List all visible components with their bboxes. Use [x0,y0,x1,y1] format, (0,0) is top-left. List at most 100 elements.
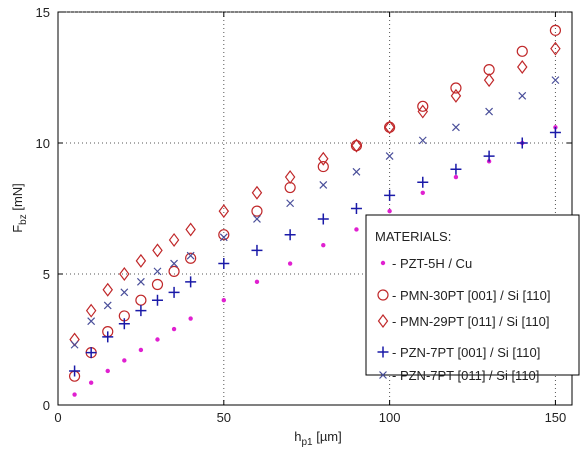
data-point-circle [251,205,263,217]
axis-ticks: 0 50 100 150 0 5 10 15 [36,5,572,425]
legend-marker-plus [377,346,389,358]
data-point-dot [254,279,260,285]
data-point-dot [155,337,160,342]
x-axis-label: hp1 [µm] [294,429,342,448]
data-point-diamond [450,88,462,103]
data-point-cross [518,91,527,100]
data-point-plus [450,163,462,175]
data-point-plus [317,213,329,225]
data-point-dot [420,190,425,195]
data-point-plus [516,137,528,149]
data-point-diamond [218,204,230,219]
legend-label: - PMN-30PT [001] / Si [110] [392,288,550,303]
legend-title: MATERIALS: [375,229,451,244]
x-axis-label-unit: [µm] [313,429,342,444]
data-point-circle [450,82,462,94]
data-point-diamond [102,282,113,297]
data-point-diamond [152,243,163,258]
data-point-diamond [550,41,561,56]
data-point-diamond [384,120,395,135]
data-point-diamond [85,303,97,318]
data-point-diamond [135,253,147,268]
data-point-plus [102,331,114,343]
data-point-diamond [119,267,130,281]
legend-label: - PZN-7PT [011] / Si [110] [392,368,539,383]
data-point-dot [221,298,227,303]
data-point-plus [69,365,81,377]
data-point-diamond [483,73,495,88]
data-point-circle [516,45,528,57]
data-point-circle [151,278,164,291]
legend-label: - PZN-7PT [001] / Si [110] [392,345,540,360]
data-point-plus [135,305,147,317]
data-point-dot [287,261,293,266]
legend-marker-circle [377,289,389,301]
data-point-cross [485,107,494,116]
data-point-dot [387,208,392,214]
data-point-dot [321,242,326,248]
data-point-plus [483,150,495,162]
data-point-cross [253,215,261,223]
x-tick-label: 0 [54,410,61,425]
data-point-plus [350,203,362,214]
y-tick-label: 10 [36,136,50,151]
legend: MATERIALS: - PZT-5H / Cu - PMN-30PT [001… [365,214,580,383]
data-point-cross [70,340,79,349]
x-tick-label: 150 [545,410,567,425]
data-point-cross [551,76,560,85]
data-point-cross [87,317,96,326]
legend-marker-cross [379,371,387,379]
legend-marker-diamond [377,314,389,328]
data-point-plus [168,286,180,298]
y-tick-label: 15 [36,5,50,20]
data-point-circle [417,100,429,112]
y-axis-label-unit: [mN] [10,183,25,214]
data-point-circle [218,229,230,241]
data-point-cross [103,301,112,310]
data-point-dot [122,358,127,363]
data-point-cross [219,233,228,242]
data-point-plus [185,276,197,288]
data-point-cross [418,136,427,145]
data-point-cross [186,251,195,260]
x-axis-label-main: h [294,429,301,444]
data-point-plus [384,189,396,201]
data-point-diamond [318,151,329,166]
x-tick-label: 100 [379,410,401,425]
data-point-cross [385,152,394,161]
data-point-diamond [284,170,296,185]
y-tick-label: 5 [43,267,50,282]
data-point-dot [72,392,77,397]
y-axis-label: Fbz [mN] [10,183,29,233]
data-point-plus [118,318,130,330]
data-point-diamond [168,232,180,247]
data-point-plus [417,176,429,188]
x-axis-label-subscript: p1 [301,437,313,448]
data-point-dot [138,347,144,353]
y-axis-label-main: F [10,225,25,233]
data-point-circle [185,252,197,264]
y-axis-label-subscript: bz [18,214,29,225]
legend-box [365,214,580,376]
series-dot [72,125,558,397]
data-point-cross [136,277,145,286]
data-point-cross [452,123,460,132]
data-point-diamond [185,222,196,237]
data-point-cross [153,267,162,276]
data-point-cross [319,180,328,189]
data-point-diamond [351,138,362,153]
data-point-diamond [251,185,263,200]
data-point-dot [453,174,459,180]
data-point-cross [352,167,361,176]
data-point-diamond [517,60,528,75]
data-point-plus [549,127,561,139]
data-point-plus [218,258,230,270]
y-tick-label: 0 [43,398,50,413]
legend-label: - PMN-29PT [011] / Si [110] [392,314,550,329]
legend-label: - PZT-5H / Cu [392,256,472,271]
data-point-diamond [417,104,429,119]
x-tick-label: 50 [217,410,231,425]
data-point-dot [188,316,193,321]
data-point-circle [168,265,180,277]
